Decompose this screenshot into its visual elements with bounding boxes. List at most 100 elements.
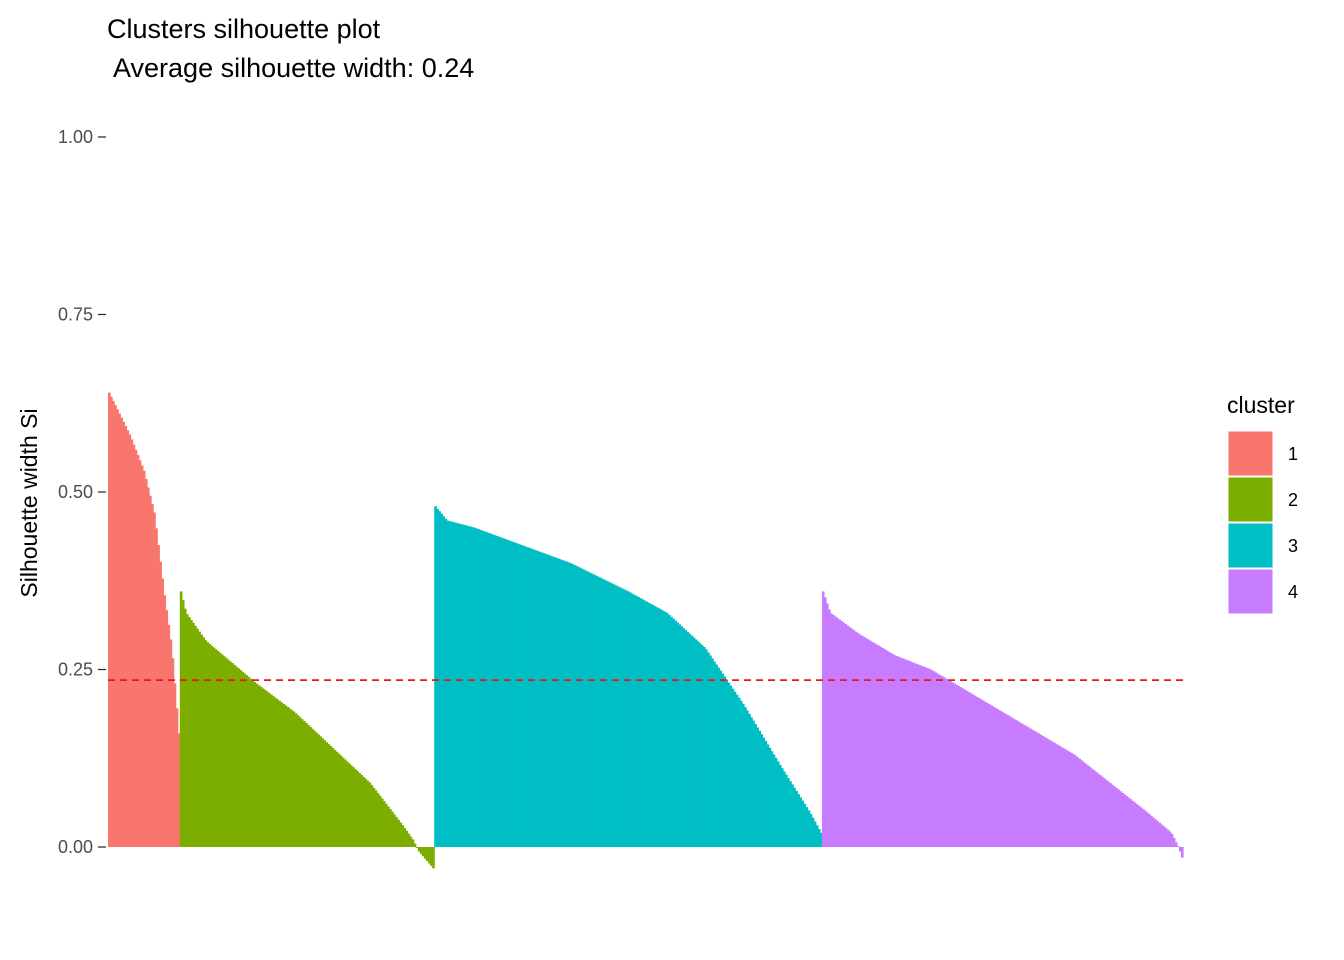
- silhouette-bar: [339, 755, 343, 847]
- silhouette-bar: [526, 547, 530, 847]
- silhouette-bar: [335, 751, 339, 847]
- silhouette-bar: [1131, 800, 1135, 847]
- silhouette-bar: [368, 782, 372, 847]
- silhouette-bar: [1170, 833, 1174, 847]
- silhouette-bar: [850, 628, 854, 847]
- silhouette-bar: [1045, 738, 1049, 847]
- silhouette-bar: [128, 434, 132, 847]
- silhouette-bar: [1107, 781, 1110, 847]
- silhouette-bar: [741, 703, 745, 847]
- silhouette-bar: [1016, 721, 1020, 847]
- silhouette-bar: [212, 647, 216, 847]
- silhouette-bar: [1152, 817, 1155, 847]
- silhouette-bar: [891, 654, 895, 847]
- silhouette-bar: [971, 694, 975, 847]
- silhouette-bar: [544, 554, 548, 847]
- silhouette-bar: [776, 761, 780, 847]
- silhouette-bar: [1154, 819, 1157, 847]
- silhouette-bar: [869, 640, 872, 847]
- silhouette-bar: [602, 579, 606, 847]
- silhouette-bar: [175, 708, 179, 847]
- silhouette-bar: [588, 572, 591, 847]
- silhouette-bar: [1014, 720, 1018, 847]
- silhouette-bar: [1020, 723, 1024, 847]
- silhouette-bar: [206, 642, 210, 847]
- silhouette-bar: [167, 624, 171, 847]
- silhouette-bar: [936, 673, 940, 847]
- silhouette-bar: [918, 665, 921, 847]
- legend-key-1: [1227, 430, 1274, 477]
- silhouette-bar: [387, 806, 390, 847]
- silhouette-bar: [448, 521, 452, 847]
- silhouette-bar: [1012, 718, 1016, 847]
- silhouette-bar: [836, 618, 839, 847]
- silhouette-bar: [867, 639, 870, 847]
- silhouette-bar: [828, 609, 831, 847]
- silhouette-bar: [1088, 766, 1092, 847]
- silhouette-bar: [807, 810, 811, 847]
- silhouette-bar: [877, 645, 880, 847]
- silhouette-bar: [522, 545, 526, 847]
- y-tick-label: 1.00: [58, 127, 93, 147]
- silhouette-bar: [1070, 752, 1073, 847]
- silhouette-bar: [616, 586, 620, 847]
- silhouette-bar: [491, 534, 495, 847]
- silhouette-bar: [270, 694, 273, 847]
- silhouette-bar: [278, 700, 281, 847]
- silhouette-bar: [645, 601, 649, 847]
- silhouette-bar: [959, 687, 963, 847]
- silhouette-bar: [315, 732, 318, 847]
- silhouette-bar: [1092, 770, 1096, 847]
- silhouette-bar: [657, 608, 661, 847]
- silhouette-bar: [510, 541, 513, 847]
- silhouette-bar: [698, 643, 702, 847]
- silhouette-bar: [764, 741, 768, 847]
- silhouette-bar: [563, 560, 567, 847]
- silhouette-bar: [294, 713, 298, 847]
- silhouette-bar: [506, 539, 509, 847]
- silhouette-bar: [793, 787, 796, 847]
- silhouette-bar: [846, 625, 850, 847]
- silhouette-bar: [309, 726, 312, 847]
- silhouette-bar: [132, 444, 136, 847]
- silhouette-bar: [534, 550, 538, 847]
- silhouette-bar: [249, 678, 253, 847]
- silhouette-bar: [495, 535, 499, 847]
- silhouette-bar: [479, 529, 482, 847]
- silhouette-bar: [329, 746, 333, 847]
- silhouette-bar: [1022, 724, 1026, 847]
- silhouette-bar: [961, 688, 965, 847]
- silhouette-bar: [746, 710, 749, 847]
- silhouette-bar: [1041, 735, 1045, 847]
- silhouette-bar: [1109, 783, 1112, 847]
- silhouette-bar: [393, 814, 396, 847]
- silhouette-bar: [926, 668, 930, 847]
- silhouette-bar: [423, 847, 427, 859]
- silhouette-bar: [940, 676, 944, 847]
- silhouette-bar: [963, 689, 967, 847]
- silhouette-bar: [208, 644, 212, 847]
- silhouette-bar: [245, 675, 249, 847]
- silhouette-bar: [471, 527, 474, 847]
- silhouette-bar: [169, 639, 173, 847]
- silhouette-bar: [879, 646, 883, 847]
- silhouette-bar: [331, 747, 335, 847]
- silhouette-bar: [908, 660, 911, 847]
- silhouette-bar: [768, 747, 772, 847]
- silhouette-bar: [157, 545, 160, 847]
- silhouette-bar: [224, 657, 228, 847]
- silhouette-bar: [1080, 760, 1084, 847]
- silhouette-bar: [1049, 740, 1053, 847]
- silhouette-bar: [663, 611, 667, 847]
- silhouette-bar: [643, 600, 647, 847]
- silhouette-bar: [622, 589, 626, 847]
- silhouette-bar: [581, 569, 585, 847]
- silhouette-bar: [661, 610, 665, 847]
- silhouette-bar: [222, 656, 226, 847]
- silhouette-bar: [547, 554, 550, 847]
- silhouette-bar: [789, 781, 792, 847]
- silhouette-bar: [532, 549, 536, 847]
- silhouette-bar: [1129, 799, 1133, 847]
- silhouette-bar: [237, 668, 240, 847]
- silhouette-bar: [567, 562, 571, 847]
